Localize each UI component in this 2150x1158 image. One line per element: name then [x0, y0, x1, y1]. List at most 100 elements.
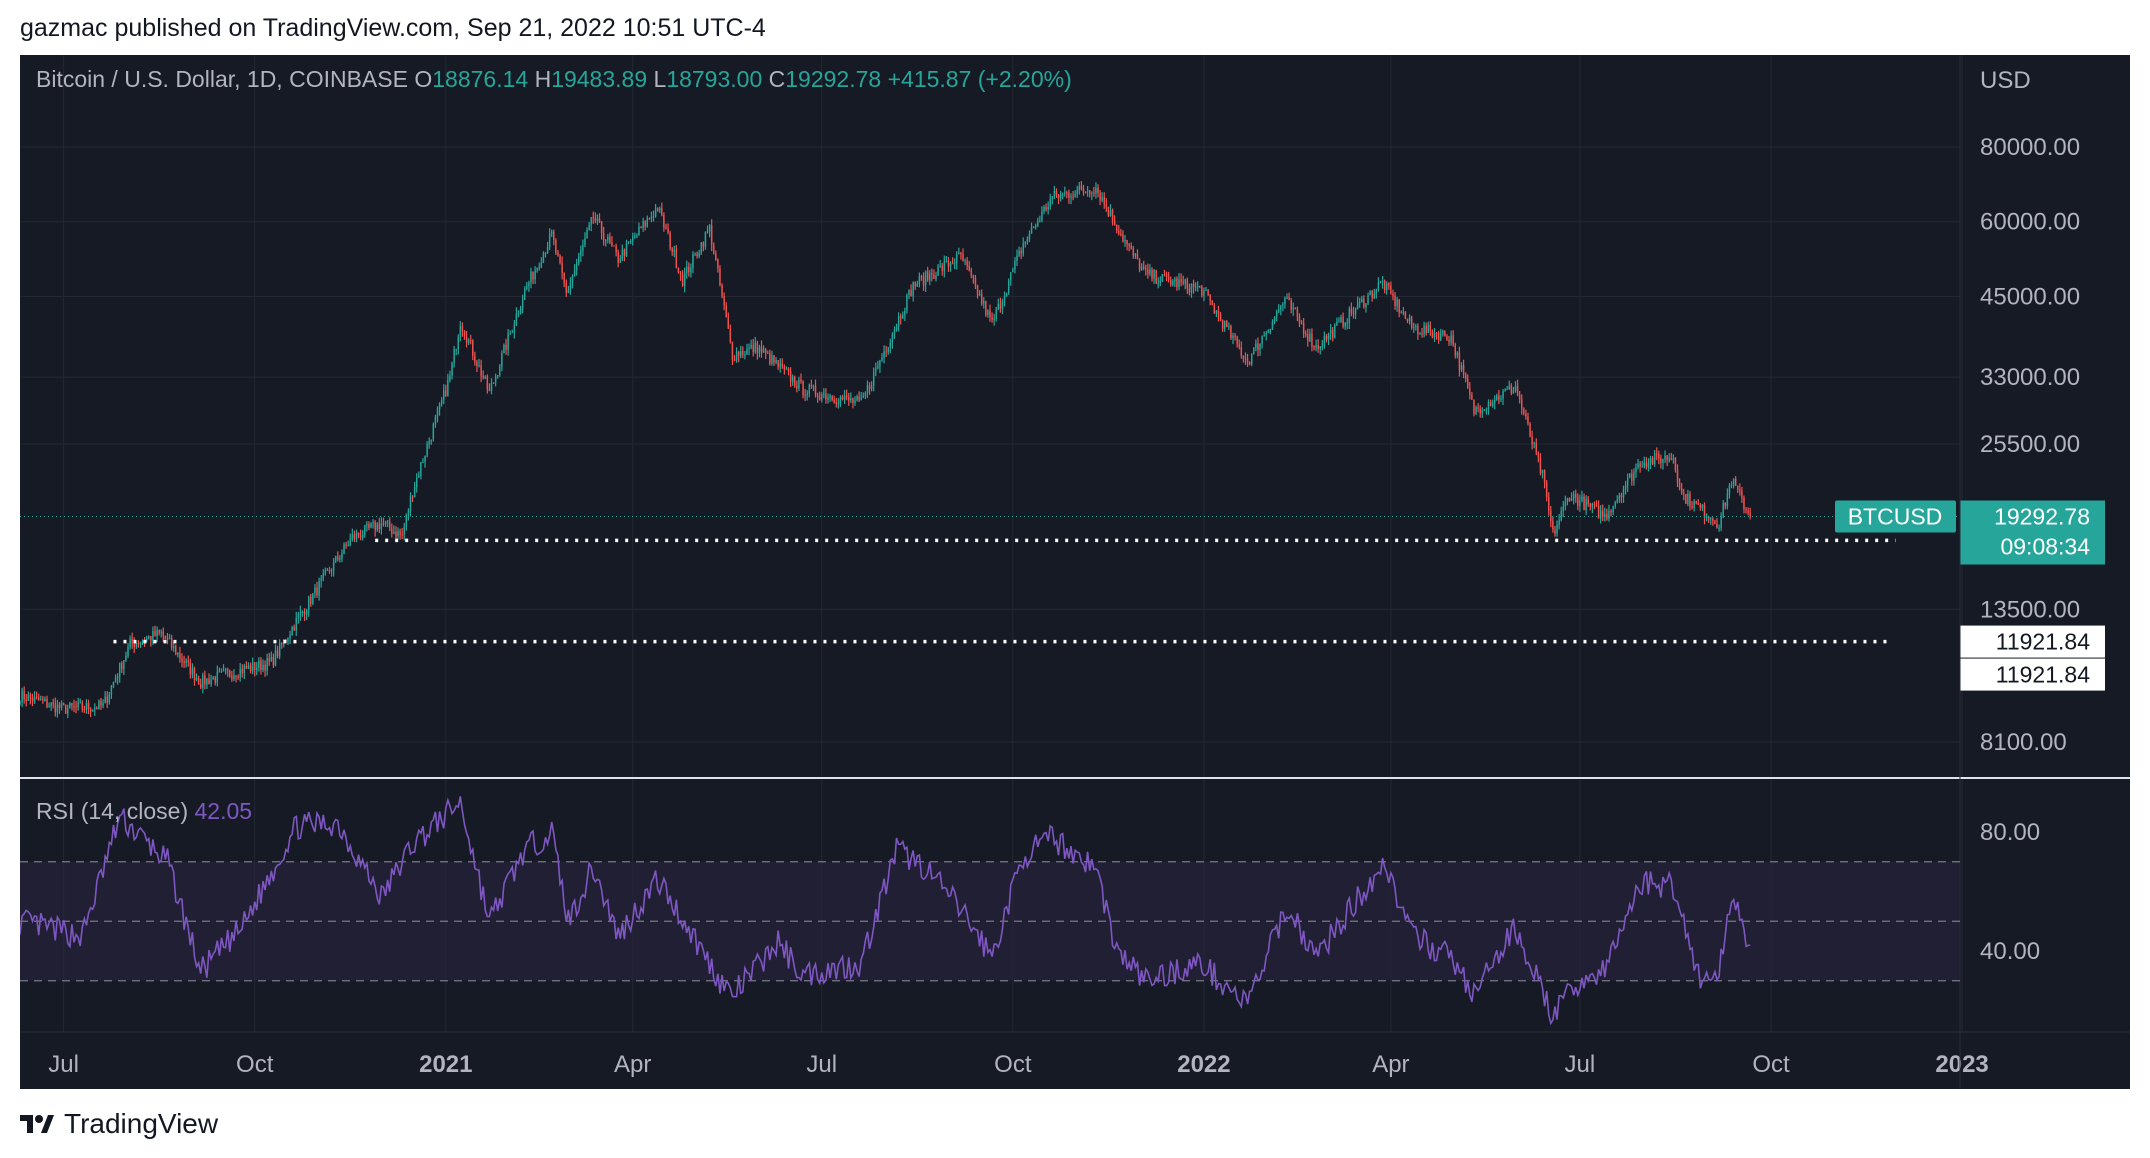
candle-body — [1687, 493, 1689, 504]
candle-body — [1539, 457, 1542, 474]
candle-body — [1606, 513, 1608, 519]
candle-body — [324, 570, 327, 574]
candle-body — [912, 281, 914, 296]
candle-body — [366, 524, 368, 526]
candle-body — [1473, 399, 1475, 414]
candle-body — [1344, 323, 1346, 327]
candle-body — [210, 679, 212, 685]
candle-body — [1450, 335, 1452, 343]
candle-body — [79, 702, 81, 704]
candle-body — [1057, 195, 1060, 198]
candle-body — [501, 353, 503, 367]
candle-body — [1342, 317, 1344, 327]
candle-body — [519, 308, 522, 314]
candle-body — [104, 696, 106, 704]
candle-body — [1410, 317, 1413, 328]
candle-body — [1388, 283, 1390, 286]
candle-body — [1215, 310, 1218, 314]
candle-body — [1373, 293, 1375, 298]
ohlc-header-part: 18793.00 — [666, 66, 768, 92]
candle-body — [1211, 300, 1213, 306]
candle-body — [632, 237, 634, 241]
candle-body — [1602, 510, 1604, 517]
candle-body — [1167, 277, 1170, 280]
candle-body — [1572, 493, 1575, 499]
candle-body — [322, 573, 324, 579]
candle-body — [445, 390, 447, 396]
candle-body — [810, 385, 813, 387]
candle-body — [1155, 270, 1157, 284]
candle-body — [1462, 365, 1465, 375]
candle-body — [380, 523, 383, 530]
candle-body — [1656, 453, 1658, 455]
chart-panel[interactable]: Jul Oct 2021 Apr Jul Oct 2022 Apr Jul Oct 2023 8000… — [20, 55, 2130, 1089]
level-label-bg — [1960, 658, 2105, 691]
candle-body — [553, 231, 555, 241]
candle-body — [854, 400, 856, 403]
candle-body — [671, 248, 673, 252]
candle-body — [1381, 280, 1384, 283]
candle-body — [1508, 385, 1510, 390]
candle-body — [920, 276, 923, 278]
candle-body — [1174, 278, 1176, 282]
candle-body — [139, 642, 142, 645]
candle-body — [1560, 511, 1562, 521]
candle-body — [199, 684, 202, 688]
candle-body — [567, 289, 570, 293]
candle-body — [1084, 191, 1087, 193]
candle-body — [1637, 463, 1639, 468]
candle-body — [1016, 255, 1018, 261]
candle-body — [253, 662, 256, 671]
candle-body — [752, 345, 754, 352]
candle-body — [179, 652, 181, 659]
candle-body — [372, 521, 374, 524]
candle-body — [937, 266, 939, 276]
candle-body — [1385, 283, 1388, 291]
candle-body — [1631, 473, 1633, 481]
ohlc-header-part: H — [535, 66, 552, 92]
candle-body — [1521, 399, 1523, 409]
candle-body — [1529, 423, 1531, 437]
candle-body — [1697, 503, 1700, 505]
candle-body — [1491, 403, 1494, 407]
candle-body — [476, 361, 478, 367]
candle-body — [1518, 394, 1521, 400]
candle-body — [623, 249, 626, 256]
candle-body — [968, 265, 970, 271]
ohlc-header-part: 19292.78 — [785, 66, 887, 92]
candle-body — [956, 254, 958, 264]
candle-body — [1614, 502, 1616, 507]
candle-body — [1616, 499, 1619, 503]
candle-body — [1356, 302, 1359, 309]
candle-body — [1099, 192, 1101, 201]
candle-body — [613, 245, 615, 247]
candle-body — [1294, 307, 1297, 310]
candle-body — [409, 496, 412, 511]
candle-body — [775, 360, 777, 363]
x-tick-label: Jul — [806, 1051, 837, 1078]
candle-body — [260, 660, 262, 671]
candle-body — [280, 642, 283, 645]
candle-body — [1275, 311, 1278, 318]
candle-body — [1188, 288, 1191, 293]
candle-body — [679, 272, 682, 275]
candlestick-chart[interactable]: Jul Oct 2021 Apr Jul Oct 2022 Apr Jul Oct 2023 8000… — [20, 55, 2130, 1089]
candle-body — [386, 521, 389, 523]
candle-body — [864, 392, 867, 397]
candle-body — [1390, 285, 1392, 294]
candle-body — [818, 396, 821, 400]
candle-body — [1402, 311, 1405, 314]
candle-body — [148, 636, 150, 639]
candle-body — [625, 242, 628, 256]
candle-body — [1415, 326, 1417, 328]
tradingview-brand[interactable]: TradingView — [20, 1108, 218, 1140]
candle-body — [1302, 323, 1305, 335]
candle-body — [262, 664, 264, 671]
candle-body — [1396, 299, 1398, 307]
candle-body — [1710, 518, 1712, 520]
candle-body — [98, 700, 100, 710]
candle-body — [1543, 470, 1546, 483]
candle-body — [1496, 395, 1498, 401]
candle-body — [910, 289, 912, 296]
candle-body — [48, 705, 50, 708]
